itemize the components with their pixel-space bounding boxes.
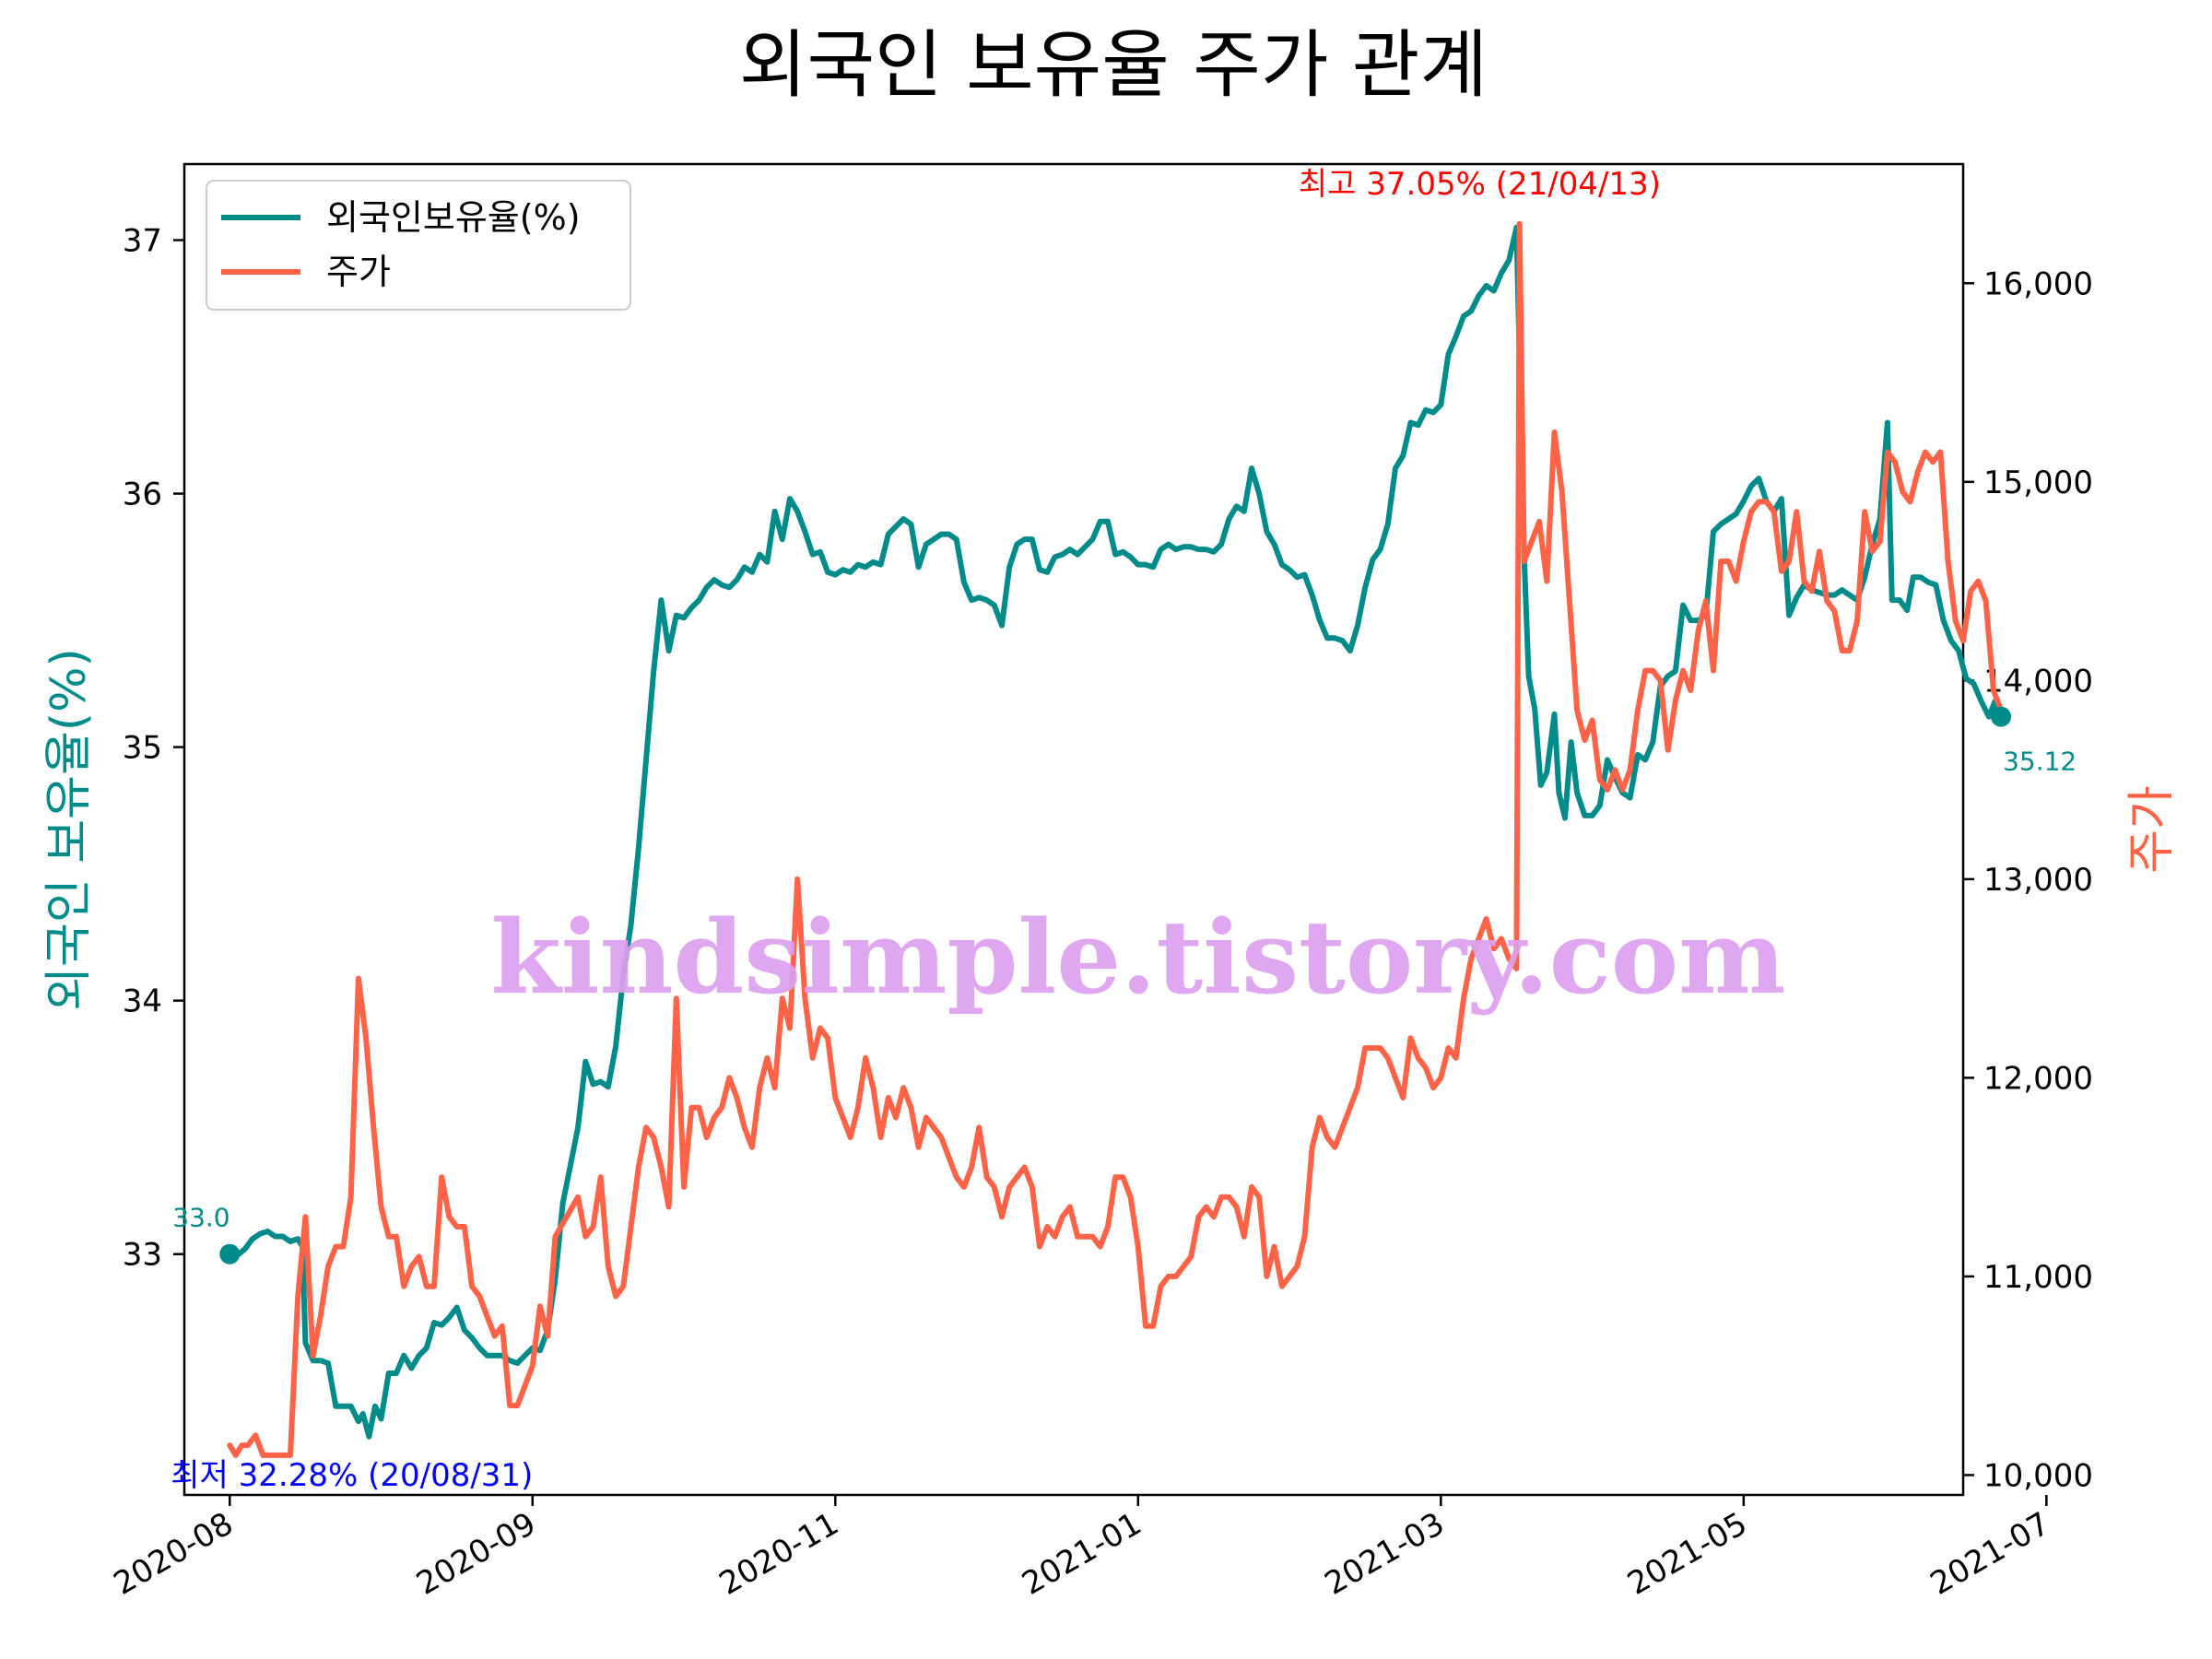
min-annotation: 최저 32.28% (20/08/31) xyxy=(171,1457,533,1494)
annotation-layer: 최고 37.05% (21/04/13) 최저 32.28% (20/08/31)… xyxy=(171,166,2077,1494)
legend-label-foreign-ratio: 외국인보유율(%) xyxy=(326,197,581,238)
start-point-marker xyxy=(219,1243,241,1265)
left-y-tick-label: 37 xyxy=(123,223,162,260)
legend-box xyxy=(206,180,631,311)
right-y-tick-label: 16,000 xyxy=(1983,265,2093,302)
left-y-tick-label: 35 xyxy=(123,730,162,767)
left-y-tick-label: 34 xyxy=(123,983,162,1020)
left-y-axis-label: 외국인 보유율(%) xyxy=(41,648,97,1011)
end-value-label: 35.12 xyxy=(2003,747,2077,777)
plot-frame xyxy=(182,162,1965,1497)
series-layer xyxy=(219,220,2012,1458)
watermark-text: kindsimple.tistory.com xyxy=(491,898,1786,1017)
chart-title: 외국인 보유율 주가 관계 xyxy=(739,22,1488,108)
series-line-price xyxy=(227,220,2005,1458)
right-y-tick-label: 13,000 xyxy=(1983,862,2093,899)
right-y-tick-label: 10,000 xyxy=(1983,1457,2093,1494)
right-y-tick-label: 12,000 xyxy=(1983,1060,2093,1097)
right-y-axis: 10,000 11,000 12,000 13,000 14,000 15,000 16,0… xyxy=(1963,265,2093,1494)
right-y-axis-label: 주가 xyxy=(2124,785,2180,874)
left-y-axis: 33 34 35 36 37 xyxy=(123,223,184,1274)
right-y-tick-label: 11,000 xyxy=(1983,1259,2093,1296)
legend-label-price: 주가 xyxy=(326,252,391,292)
right-y-tick-label: 14,000 xyxy=(1983,663,2093,700)
left-y-tick-label: 33 xyxy=(123,1237,162,1274)
legend: 외국인보유율(%) 주가 xyxy=(206,180,631,311)
left-y-tick-label: 36 xyxy=(123,477,162,513)
start-value-label: 33.0 xyxy=(172,1203,229,1233)
max-annotation: 최고 37.05% (21/04/13) xyxy=(1299,166,1661,203)
end-point-marker xyxy=(1991,706,2012,727)
right-y-tick-label: 15,000 xyxy=(1983,465,2093,501)
